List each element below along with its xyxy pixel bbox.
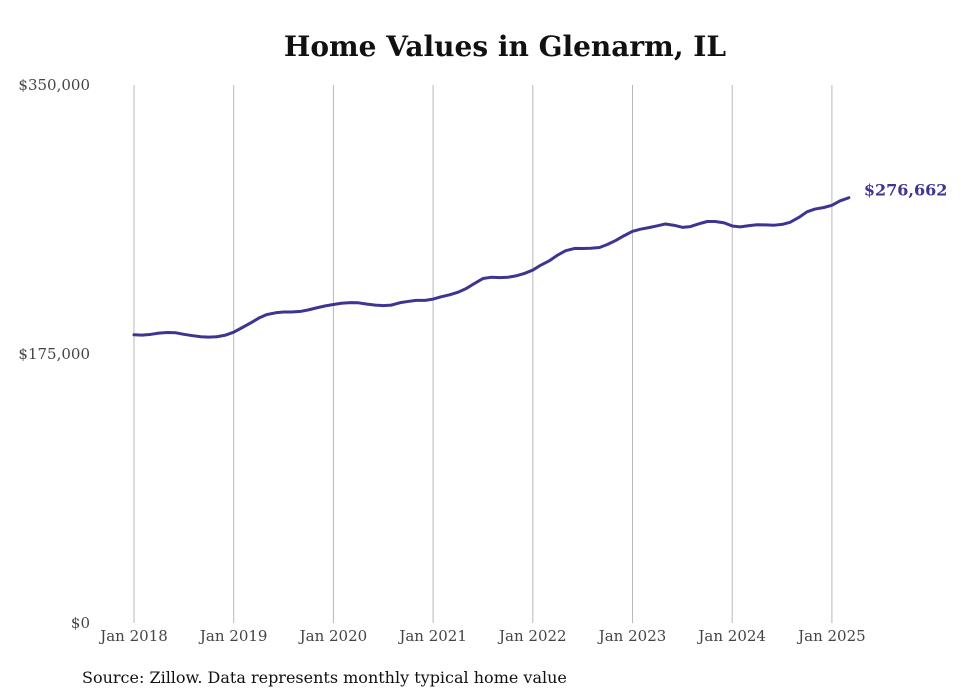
series-line	[132, 196, 851, 339]
gridlines	[133, 85, 833, 623]
x-tick-label: Jan 2020	[298, 627, 368, 645]
x-tick-label: Jan 2022	[497, 627, 567, 645]
x-axis: Jan 2018 Jan 2019 Jan 2020 Jan 2021 Jan 2022…	[98, 627, 865, 645]
y-tick-label: $0	[71, 614, 90, 632]
x-tick-label: Jan 2018	[98, 627, 168, 645]
source-note: Source: Zillow. Data represents monthly …	[82, 668, 567, 687]
x-tick-label: Jan 2019	[198, 627, 268, 645]
y-tick-label: $175,000	[18, 345, 90, 363]
x-tick-label: Jan 2021	[397, 627, 467, 645]
chart-title: Home Values in Glenarm, IL	[283, 30, 727, 63]
x-tick-label: Jan 2023	[597, 627, 667, 645]
y-tick-label: $350,000	[18, 76, 90, 94]
x-tick-label: Jan 2025	[796, 627, 866, 645]
end-value-label: $276,662	[864, 181, 948, 200]
x-tick-label: Jan 2024	[696, 627, 766, 645]
y-axis: $0 $175,000 $350,000	[18, 76, 90, 632]
